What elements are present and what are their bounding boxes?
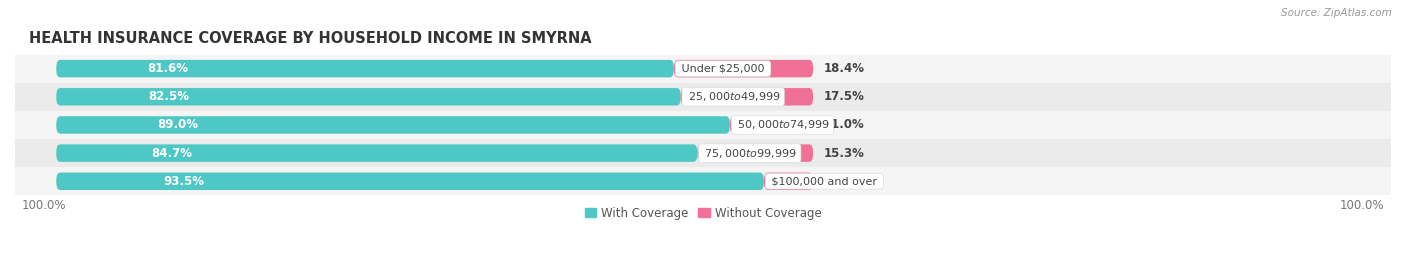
Bar — [15, 167, 1391, 195]
FancyBboxPatch shape — [730, 116, 813, 134]
Bar — [15, 139, 1391, 167]
Text: 15.3%: 15.3% — [824, 147, 865, 160]
FancyBboxPatch shape — [56, 144, 697, 162]
Text: Under $25,000: Under $25,000 — [678, 64, 768, 74]
Text: 11.0%: 11.0% — [824, 118, 865, 132]
FancyBboxPatch shape — [681, 88, 813, 105]
FancyBboxPatch shape — [763, 173, 813, 190]
FancyBboxPatch shape — [56, 60, 673, 77]
Bar — [15, 111, 1391, 139]
Text: $25,000 to $49,999: $25,000 to $49,999 — [685, 90, 782, 103]
Text: 82.5%: 82.5% — [148, 90, 190, 103]
Text: HEALTH INSURANCE COVERAGE BY HOUSEHOLD INCOME IN SMYRNA: HEALTH INSURANCE COVERAGE BY HOUSEHOLD I… — [28, 31, 592, 46]
Legend: With Coverage, Without Coverage: With Coverage, Without Coverage — [579, 202, 827, 225]
Text: 89.0%: 89.0% — [157, 118, 198, 132]
Text: 93.5%: 93.5% — [163, 175, 204, 188]
Text: Source: ZipAtlas.com: Source: ZipAtlas.com — [1281, 8, 1392, 18]
Bar — [15, 55, 1391, 83]
Text: 81.6%: 81.6% — [148, 62, 188, 75]
Text: 84.7%: 84.7% — [152, 147, 193, 160]
Text: $100,000 and over: $100,000 and over — [768, 176, 880, 186]
FancyBboxPatch shape — [697, 144, 813, 162]
Text: 6.5%: 6.5% — [824, 175, 858, 188]
FancyBboxPatch shape — [673, 60, 813, 77]
Text: $50,000 to $74,999: $50,000 to $74,999 — [734, 118, 831, 132]
Text: 100.0%: 100.0% — [1340, 199, 1384, 212]
FancyBboxPatch shape — [56, 173, 763, 190]
FancyBboxPatch shape — [56, 88, 681, 105]
FancyBboxPatch shape — [56, 116, 730, 134]
Text: $75,000 to $99,999: $75,000 to $99,999 — [702, 147, 799, 160]
Text: 17.5%: 17.5% — [824, 90, 865, 103]
Text: 18.4%: 18.4% — [824, 62, 865, 75]
Text: 100.0%: 100.0% — [22, 199, 66, 212]
Bar — [15, 83, 1391, 111]
